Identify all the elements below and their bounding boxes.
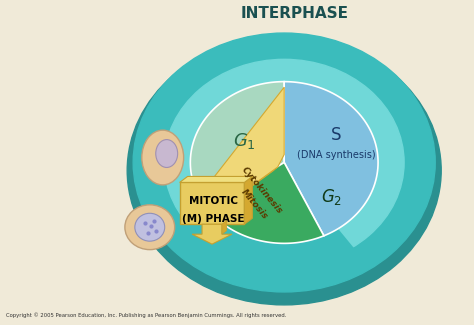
Ellipse shape bbox=[125, 205, 174, 250]
Polygon shape bbox=[245, 176, 252, 224]
Text: $G_2$: $G_2$ bbox=[321, 187, 343, 207]
Text: INTERPHASE: INTERPHASE bbox=[240, 6, 348, 21]
Polygon shape bbox=[154, 202, 371, 292]
Text: (DNA synthesis): (DNA synthesis) bbox=[297, 150, 375, 160]
Ellipse shape bbox=[156, 140, 178, 167]
Text: Copyright © 2005 Pearson Education, Inc. Publishing as Pearson Benjamin Cummings: Copyright © 2005 Pearson Education, Inc.… bbox=[6, 313, 286, 318]
Polygon shape bbox=[180, 176, 252, 182]
Ellipse shape bbox=[135, 213, 164, 241]
Ellipse shape bbox=[142, 130, 183, 185]
Text: S: S bbox=[331, 126, 341, 144]
Polygon shape bbox=[191, 82, 284, 209]
Text: MITOTIC: MITOTIC bbox=[189, 196, 238, 206]
Text: Mitosis: Mitosis bbox=[239, 188, 269, 221]
Ellipse shape bbox=[164, 59, 404, 266]
Ellipse shape bbox=[133, 33, 435, 292]
Polygon shape bbox=[192, 224, 232, 244]
Polygon shape bbox=[180, 182, 245, 224]
Ellipse shape bbox=[127, 36, 441, 305]
Text: (M) PHASE: (M) PHASE bbox=[182, 214, 245, 224]
Polygon shape bbox=[158, 188, 230, 238]
Polygon shape bbox=[217, 167, 278, 212]
Polygon shape bbox=[222, 221, 227, 234]
Text: Cytokinesis: Cytokinesis bbox=[240, 165, 284, 215]
Polygon shape bbox=[204, 87, 284, 208]
Polygon shape bbox=[207, 162, 324, 243]
Text: $G_1$: $G_1$ bbox=[233, 131, 256, 150]
Polygon shape bbox=[284, 82, 378, 236]
